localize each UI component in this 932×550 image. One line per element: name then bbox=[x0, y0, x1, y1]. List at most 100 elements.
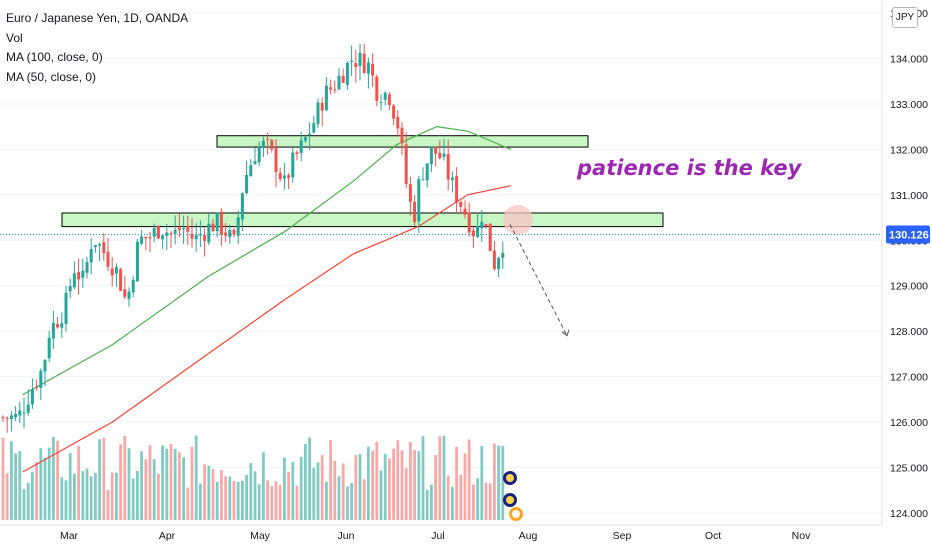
candle-body bbox=[320, 103, 324, 111]
volume-bar bbox=[262, 452, 265, 520]
resistance-zone-lower[interactable] bbox=[61, 212, 664, 228]
candle-body bbox=[182, 228, 186, 230]
volume-bar bbox=[346, 486, 349, 520]
candle-body bbox=[114, 267, 118, 274]
candle-body bbox=[30, 389, 34, 405]
volume-bar bbox=[47, 447, 51, 520]
ma100-indicator-label[interactable]: MA (100, close, 0) bbox=[6, 50, 103, 64]
symbol-title[interactable]: Euro / Japanese Yen, 1D, OANDA bbox=[6, 11, 189, 25]
candle-body bbox=[291, 152, 295, 178]
volume-bar bbox=[371, 450, 374, 520]
candle-body bbox=[299, 140, 303, 153]
candle-body bbox=[253, 161, 257, 165]
y-tick-label: 125.000 bbox=[890, 463, 928, 475]
volume-bar bbox=[413, 450, 416, 520]
event-icons[interactable] bbox=[500, 456, 540, 522]
y-tick-label: 134.000 bbox=[890, 53, 928, 65]
candle-body bbox=[266, 138, 270, 140]
candle-body bbox=[488, 223, 492, 252]
x-tick-label: Sep bbox=[613, 530, 632, 542]
y-tick-label: 127.000 bbox=[890, 372, 928, 384]
volume-bar bbox=[77, 446, 80, 520]
annotation-text[interactable]: patience is the key bbox=[577, 156, 802, 180]
volume-bar bbox=[274, 481, 278, 520]
candle-body bbox=[177, 227, 181, 231]
candle-body bbox=[371, 63, 375, 76]
candle-body bbox=[400, 127, 404, 144]
x-tick-label: Mar bbox=[60, 530, 79, 542]
flag-icon[interactable] bbox=[503, 471, 517, 485]
candle-body bbox=[337, 75, 341, 90]
volume-bar bbox=[173, 448, 177, 520]
volume-bar bbox=[35, 462, 38, 520]
volume-bar bbox=[396, 440, 400, 520]
ma50-indicator-label[interactable]: MA (50, close, 0) bbox=[6, 69, 97, 84]
candle-body bbox=[110, 268, 114, 276]
volume-bar bbox=[442, 435, 446, 520]
x-tick-label: May bbox=[250, 530, 271, 542]
candle-body bbox=[333, 89, 337, 91]
flag-icon[interactable] bbox=[503, 493, 517, 507]
volume-bar bbox=[354, 454, 358, 520]
candle-body bbox=[408, 184, 412, 202]
volume-bar bbox=[68, 452, 72, 520]
volume-bar bbox=[312, 467, 316, 520]
candle-body bbox=[173, 229, 177, 234]
volume-bar bbox=[379, 470, 383, 520]
currency-badge[interactable]: JPY bbox=[892, 7, 918, 28]
candle-body bbox=[362, 53, 366, 73]
volume-bar bbox=[232, 480, 236, 520]
volume-bar bbox=[31, 472, 34, 520]
candle-body bbox=[211, 223, 215, 232]
volume-bar bbox=[459, 474, 463, 520]
volume-bar bbox=[10, 441, 13, 520]
candle-body bbox=[329, 87, 333, 90]
candle-body bbox=[366, 62, 370, 74]
y-tick-label: 129.000 bbox=[890, 281, 928, 293]
candle-body bbox=[379, 101, 383, 103]
moving-averages bbox=[22, 125, 512, 473]
candle-body bbox=[93, 245, 97, 248]
volume-bar bbox=[52, 436, 55, 520]
volume-bar bbox=[278, 484, 282, 520]
volume-bar bbox=[337, 476, 341, 520]
candle-body bbox=[278, 172, 282, 180]
volume-bar bbox=[26, 482, 30, 520]
volume-bar bbox=[480, 446, 484, 520]
last-price-label: 130.126 bbox=[889, 230, 929, 242]
candle-body bbox=[312, 123, 316, 133]
projection-arrow[interactable] bbox=[509, 224, 568, 336]
highlight-circle[interactable] bbox=[503, 204, 533, 235]
candle-body bbox=[417, 179, 421, 222]
candle-body bbox=[434, 146, 438, 154]
volume-bar bbox=[110, 472, 114, 520]
candle-body bbox=[169, 232, 173, 234]
candle-body bbox=[455, 176, 459, 203]
candle-body bbox=[287, 175, 291, 178]
volume-bar bbox=[190, 446, 194, 520]
volume-bar bbox=[375, 442, 379, 520]
volume-bar bbox=[446, 475, 450, 520]
volume-bar bbox=[476, 478, 479, 520]
candle-body bbox=[492, 250, 496, 269]
candle-body bbox=[308, 134, 312, 136]
x-tick-label: Nov bbox=[792, 530, 811, 542]
candle-body bbox=[190, 233, 194, 239]
x-tick-label: Apr bbox=[159, 530, 176, 542]
volume-indicator-label[interactable]: Vol bbox=[6, 30, 23, 45]
candle-body bbox=[316, 102, 320, 124]
flag-icon[interactable] bbox=[509, 507, 523, 521]
volume-bar bbox=[430, 484, 433, 520]
volume-bar bbox=[287, 471, 290, 520]
drawing-annotations[interactable] bbox=[0, 204, 882, 337]
candle-body bbox=[341, 75, 345, 84]
volume-bar bbox=[245, 474, 248, 520]
volume-bar bbox=[362, 479, 366, 520]
volume-bar bbox=[493, 443, 496, 520]
y-tick-label: 132.000 bbox=[890, 144, 928, 156]
volume-bar bbox=[81, 471, 85, 520]
candle-body bbox=[135, 241, 139, 282]
volume-bar bbox=[299, 456, 303, 520]
candle-body bbox=[119, 269, 123, 291]
